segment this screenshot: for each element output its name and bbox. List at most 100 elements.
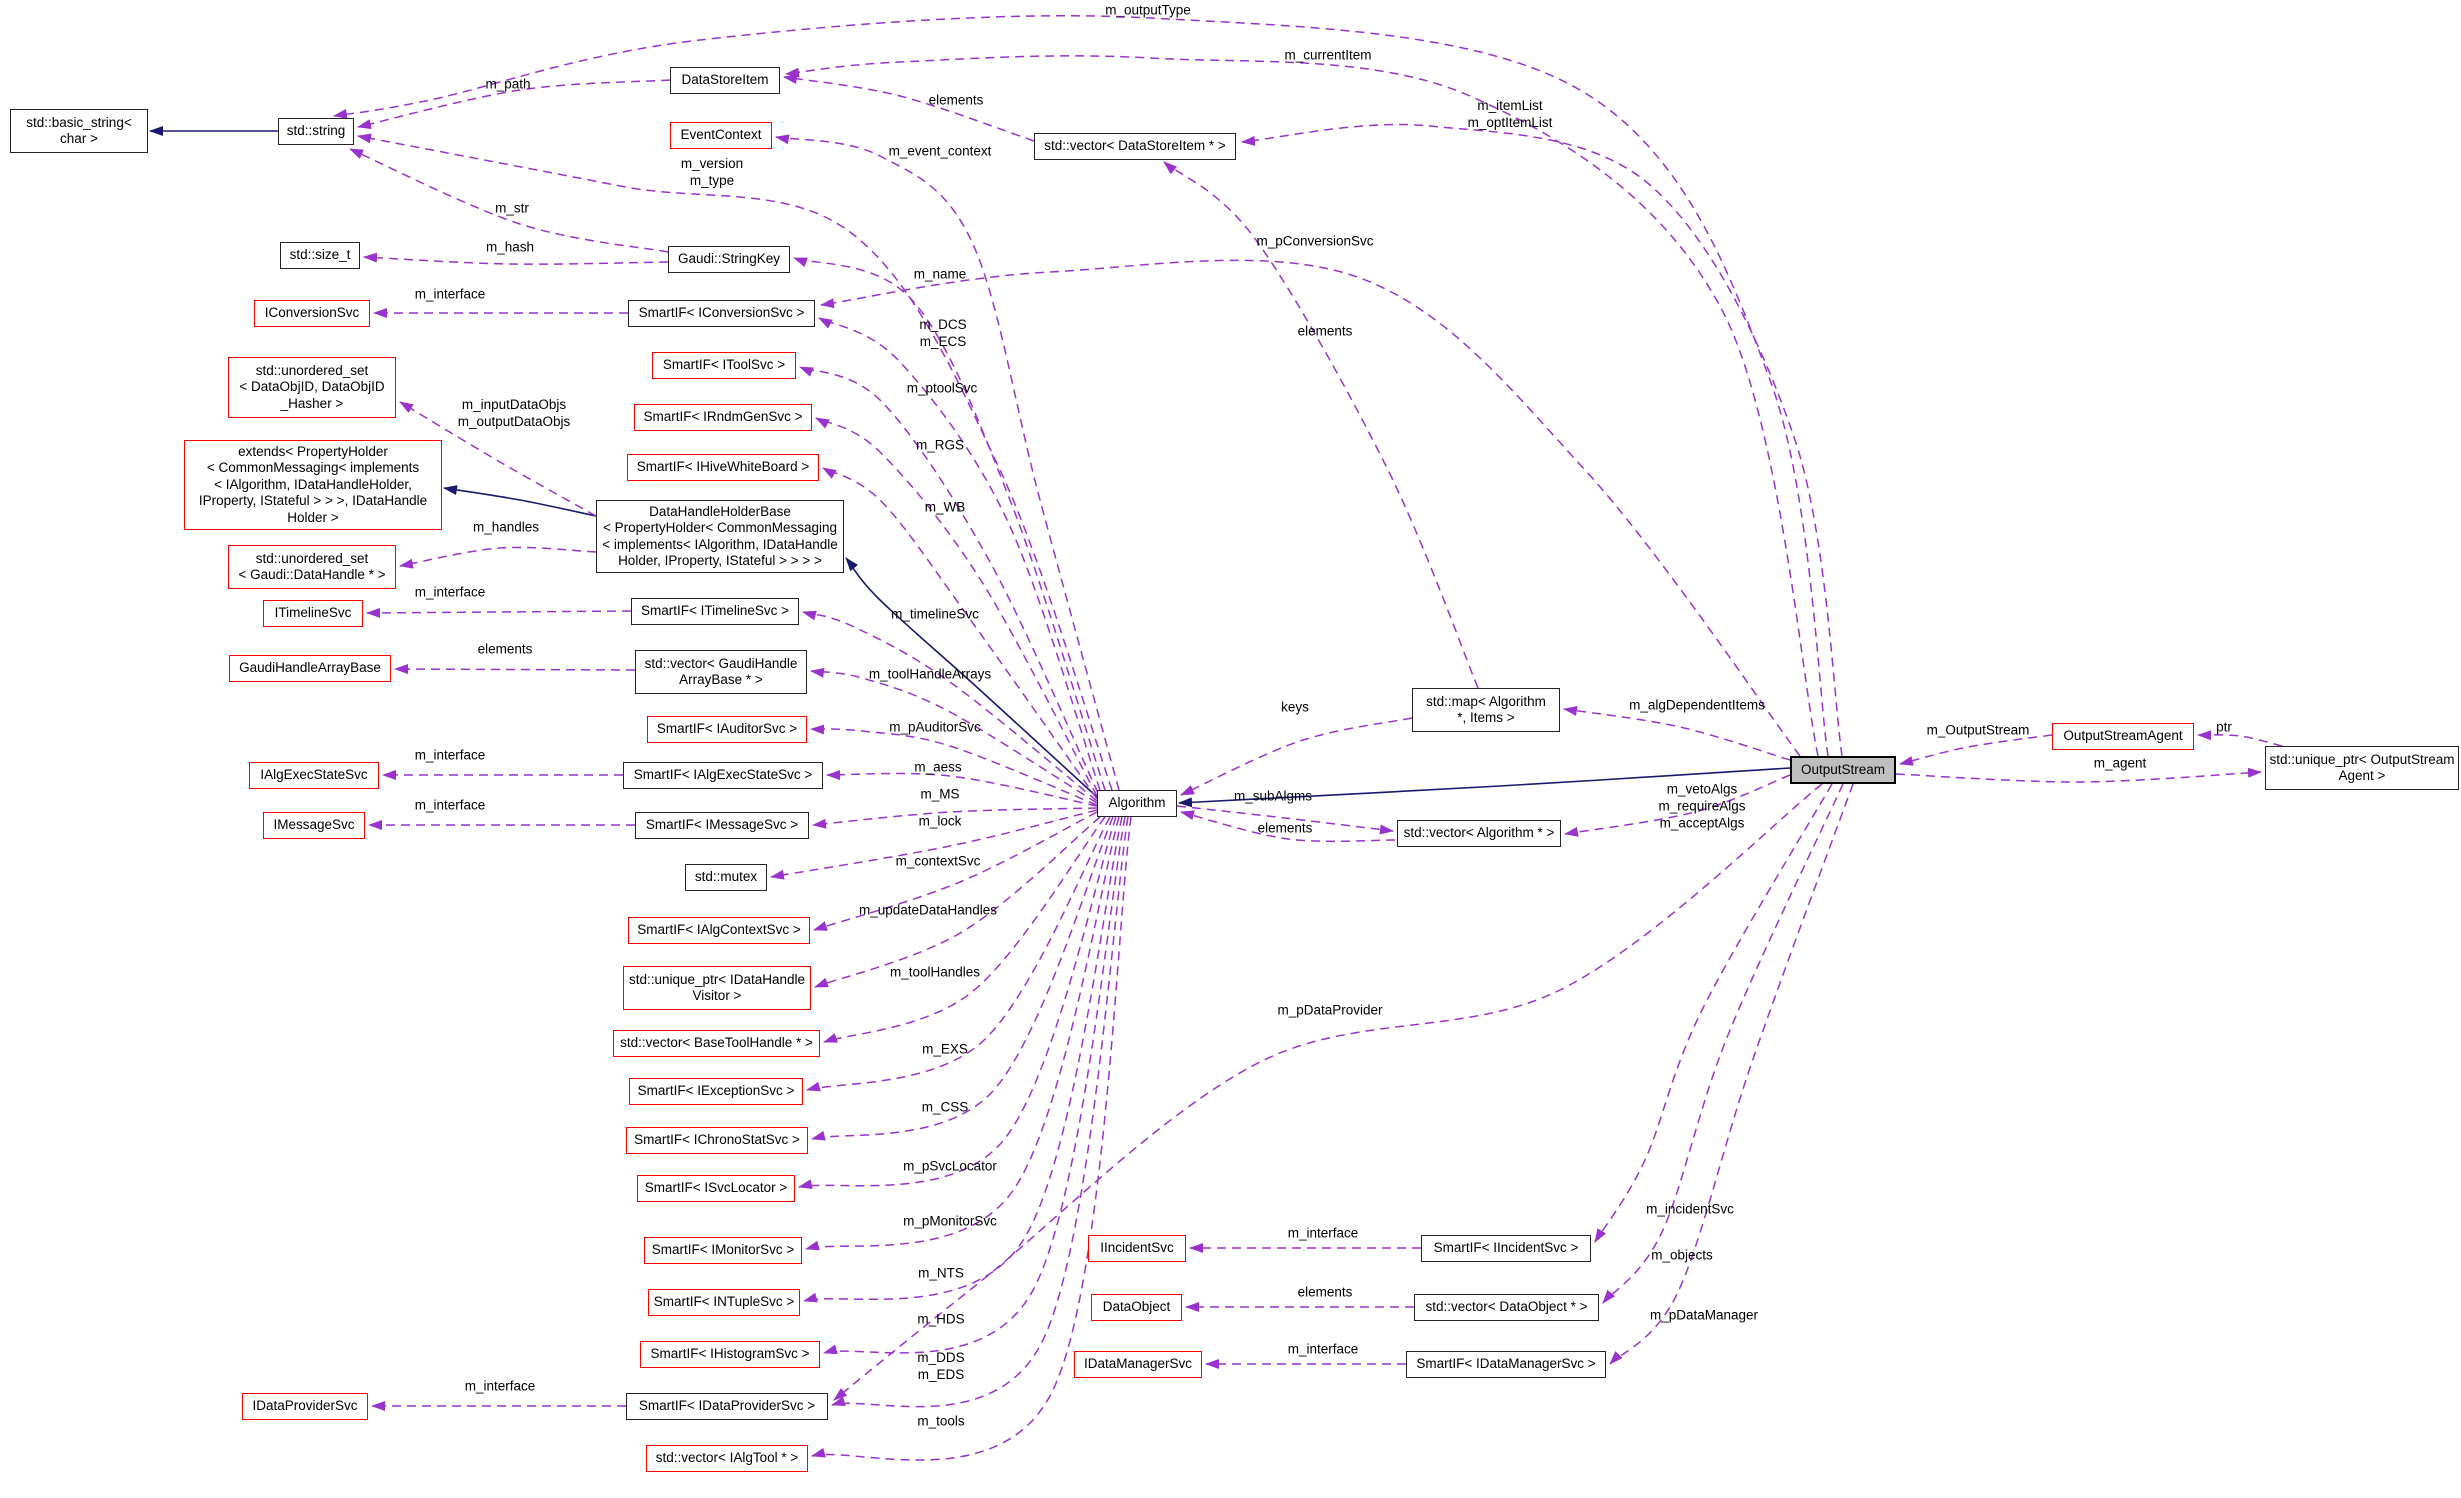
edge-m-vetoalgs bbox=[1564, 774, 1791, 837]
node-idatamanager-svc[interactable]: IDataManagerSvc bbox=[1074, 1351, 1202, 1378]
node-vector-algorithm[interactable]: std::vector< Algorithm * > bbox=[1397, 820, 1561, 847]
edge-m-version bbox=[357, 133, 1113, 791]
node-smartif-itoolsvc[interactable]: SmartIF< IToolSvc > bbox=[652, 352, 796, 379]
edge-m-currentitem bbox=[785, 55, 1819, 757]
node-smartif-idataprovidersvc[interactable]: SmartIF< IDataProviderSvc > bbox=[626, 1393, 828, 1420]
node-set-datahandle[interactable]: std::unordered_set < Gaudi::DataHandle *… bbox=[228, 545, 396, 589]
node-vector-dataobject[interactable]: std::vector< DataObject * > bbox=[1414, 1294, 1599, 1321]
node-output-stream[interactable]: OutputStream bbox=[1790, 756, 1896, 784]
node-smartif-imonitorsvc[interactable]: SmartIF< IMonitorSvc > bbox=[644, 1237, 802, 1264]
node-itimeline-svc[interactable]: ITimelineSvc bbox=[263, 600, 363, 627]
edge-m-subalgms bbox=[1176, 805, 1394, 835]
node-iincident-svc[interactable]: IIncidentSvc bbox=[1088, 1235, 1186, 1262]
edge-m-hds bbox=[823, 816, 1126, 1355]
edge-m-pdatamanager bbox=[1609, 783, 1854, 1365]
node-smartif-ihivewhiteboard[interactable]: SmartIF< IHiveWhiteBoard > bbox=[627, 454, 819, 481]
node-algorithm[interactable]: Algorithm bbox=[1097, 790, 1177, 817]
edge-m-contextsvc bbox=[813, 811, 1098, 931]
edge-m-lock bbox=[770, 809, 1098, 880]
node-smartif-ihistogramsvc[interactable]: SmartIF< IHistogramSvc > bbox=[640, 1341, 820, 1368]
edge-m-wb bbox=[822, 467, 1098, 800]
edge-m-dcs bbox=[818, 317, 1101, 791]
edge-m-interface-timeline bbox=[366, 607, 632, 618]
node-imessage-svc[interactable]: IMessageSvc bbox=[263, 812, 365, 839]
edge-m-inputdataobjs bbox=[399, 401, 597, 517]
node-smartif-iexceptionsvc[interactable]: SmartIF< IExceptionSvc > bbox=[629, 1078, 803, 1105]
edge-m-outputstream bbox=[1899, 734, 2053, 766]
node-unique-ptr-outputstreamagent[interactable]: std::unique_ptr< OutputStream Agent > bbox=[2265, 746, 2459, 790]
node-smartif-idatamanagersvc[interactable]: SmartIF< IDataManagerSvc > bbox=[1406, 1351, 1606, 1378]
edge-m-objects bbox=[1602, 783, 1844, 1304]
node-smartif-imessagesvc[interactable]: SmartIF< IMessageSvc > bbox=[635, 812, 809, 839]
edge-m-toolhandles bbox=[823, 816, 1106, 1043]
edge-m-agent bbox=[1895, 767, 2262, 783]
node-unique-ptr-idatahandlevisitor[interactable]: std::unique_ptr< IDataHandle Visitor > bbox=[623, 966, 811, 1010]
node-map-algorithm-items[interactable]: std::map< Algorithm *, Items > bbox=[1412, 688, 1560, 732]
node-std-mutex[interactable]: std::mutex bbox=[685, 864, 767, 891]
edge-m-pconversionsvc bbox=[820, 259, 1801, 757]
edge-m-pauditorsvc bbox=[810, 724, 1098, 806]
node-std-string[interactable]: std::string bbox=[278, 118, 354, 145]
edge-m-css bbox=[811, 816, 1114, 1141]
node-data-object[interactable]: DataObject bbox=[1091, 1294, 1182, 1321]
node-smartif-itimelinesvc[interactable]: SmartIF< ITimelineSvc > bbox=[631, 598, 799, 625]
edge-m-algdependentitems bbox=[1563, 706, 1791, 761]
node-vector-ialgtool[interactable]: std::vector< IAlgTool * > bbox=[646, 1445, 808, 1472]
edge-m-dds bbox=[831, 816, 1129, 1408]
edge-m-ms bbox=[812, 807, 1098, 829]
edge-m-name bbox=[793, 257, 1106, 791]
node-smartif-intuplesvc[interactable]: SmartIF< INTupleSvc > bbox=[648, 1289, 800, 1316]
edge-m-event-context bbox=[775, 134, 1120, 791]
node-basic-string[interactable]: std::basic_string< char > bbox=[10, 109, 148, 153]
edge-m-hash bbox=[363, 252, 669, 265]
node-vector-gaudihandlearraybase[interactable]: std::vector< GaudiHandle ArrayBase * > bbox=[635, 650, 807, 694]
node-smartif-ialgcontextsvc[interactable]: SmartIF< IAlgContextSvc > bbox=[628, 917, 810, 944]
edge-m-nts bbox=[803, 816, 1123, 1303]
edge-m-rgs bbox=[815, 417, 1098, 797]
edge-inherit-algorithm-datahandleholderbase bbox=[845, 557, 1098, 798]
edge-elements-map-items bbox=[1163, 161, 1479, 689]
edge-keys bbox=[1180, 717, 1413, 796]
node-smartif-irndmgensvc[interactable]: SmartIF< IRndmGenSvc > bbox=[634, 404, 812, 431]
node-smartif-ichronostatsvc[interactable]: SmartIF< IChronoStatSvc > bbox=[626, 1127, 808, 1154]
node-set-dataobjid[interactable]: std::unordered_set < DataObjID, DataObjI… bbox=[228, 357, 396, 418]
node-smartif-ialgexecstatesvc[interactable]: SmartIF< IAlgExecStateSvc > bbox=[623, 762, 823, 789]
edge-m-incidentsvc bbox=[1594, 783, 1833, 1243]
edge-m-path bbox=[357, 79, 671, 129]
node-smartif-isvclocator[interactable]: SmartIF< ISvcLocator > bbox=[637, 1175, 795, 1202]
edge-m-ptoolsvc bbox=[799, 366, 1099, 794]
node-output-stream-agent[interactable]: OutputStreamAgent bbox=[2052, 723, 2194, 750]
node-ialgexecstate-svc[interactable]: IAlgExecStateSvc bbox=[249, 762, 379, 789]
edge-m-toolhandlearrays bbox=[810, 667, 1098, 804]
node-vector-basetoolhandle[interactable]: std::vector< BaseToolHandle * > bbox=[613, 1030, 820, 1057]
edge-m-tools bbox=[811, 816, 1132, 1461]
edge-m-pdataprovider bbox=[833, 783, 1823, 1401]
edge-m-outputtype bbox=[333, 15, 1829, 757]
edge-m-exs bbox=[806, 816, 1111, 1092]
node-smartif-iauditorsvc[interactable]: SmartIF< IAuditorSvc > bbox=[647, 716, 807, 743]
node-datahandleholderbase[interactable]: DataHandleHolderBase < PropertyHolder< C… bbox=[596, 500, 844, 573]
edge-inherit-dhhb-extends bbox=[443, 485, 597, 517]
edge-m-itemlist bbox=[1241, 123, 1843, 757]
node-datastore-item[interactable]: DataStoreItem bbox=[670, 67, 780, 94]
node-std-size-t[interactable]: std::size_t bbox=[280, 242, 360, 269]
edge-m-aess bbox=[826, 770, 1098, 807]
node-vector-datastore-item[interactable]: std::vector< DataStoreItem * > bbox=[1034, 133, 1236, 160]
node-gaudihandlearraybase[interactable]: GaudiHandleArrayBase bbox=[229, 655, 391, 682]
node-smartif-iconversionsvc[interactable]: SmartIF< IConversionSvc > bbox=[628, 300, 815, 327]
node-event-context[interactable]: EventContext bbox=[670, 122, 772, 149]
node-smartif-iincidentsvc[interactable]: SmartIF< IIncidentSvc > bbox=[1421, 1235, 1591, 1262]
edge-m-psvclocator bbox=[798, 816, 1117, 1190]
edge-elements-datastoreitem bbox=[783, 74, 1035, 142]
node-gaudi-string-key[interactable]: Gaudi::StringKey bbox=[668, 246, 790, 273]
edge-m-str bbox=[349, 148, 669, 253]
node-iconversion-svc[interactable]: IConversionSvc bbox=[254, 300, 370, 327]
edge-m-updatedatahandles bbox=[814, 816, 1101, 988]
node-extends-propertyholder[interactable]: extends< PropertyHolder < CommonMessagin… bbox=[184, 440, 442, 530]
edge-ptr bbox=[2197, 730, 2283, 747]
edge-m-timelinesvc bbox=[802, 610, 1098, 802]
edge-m-pmonitorsvc bbox=[805, 816, 1120, 1251]
node-idataprovider-svc[interactable]: IDataProviderSvc bbox=[242, 1393, 368, 1420]
